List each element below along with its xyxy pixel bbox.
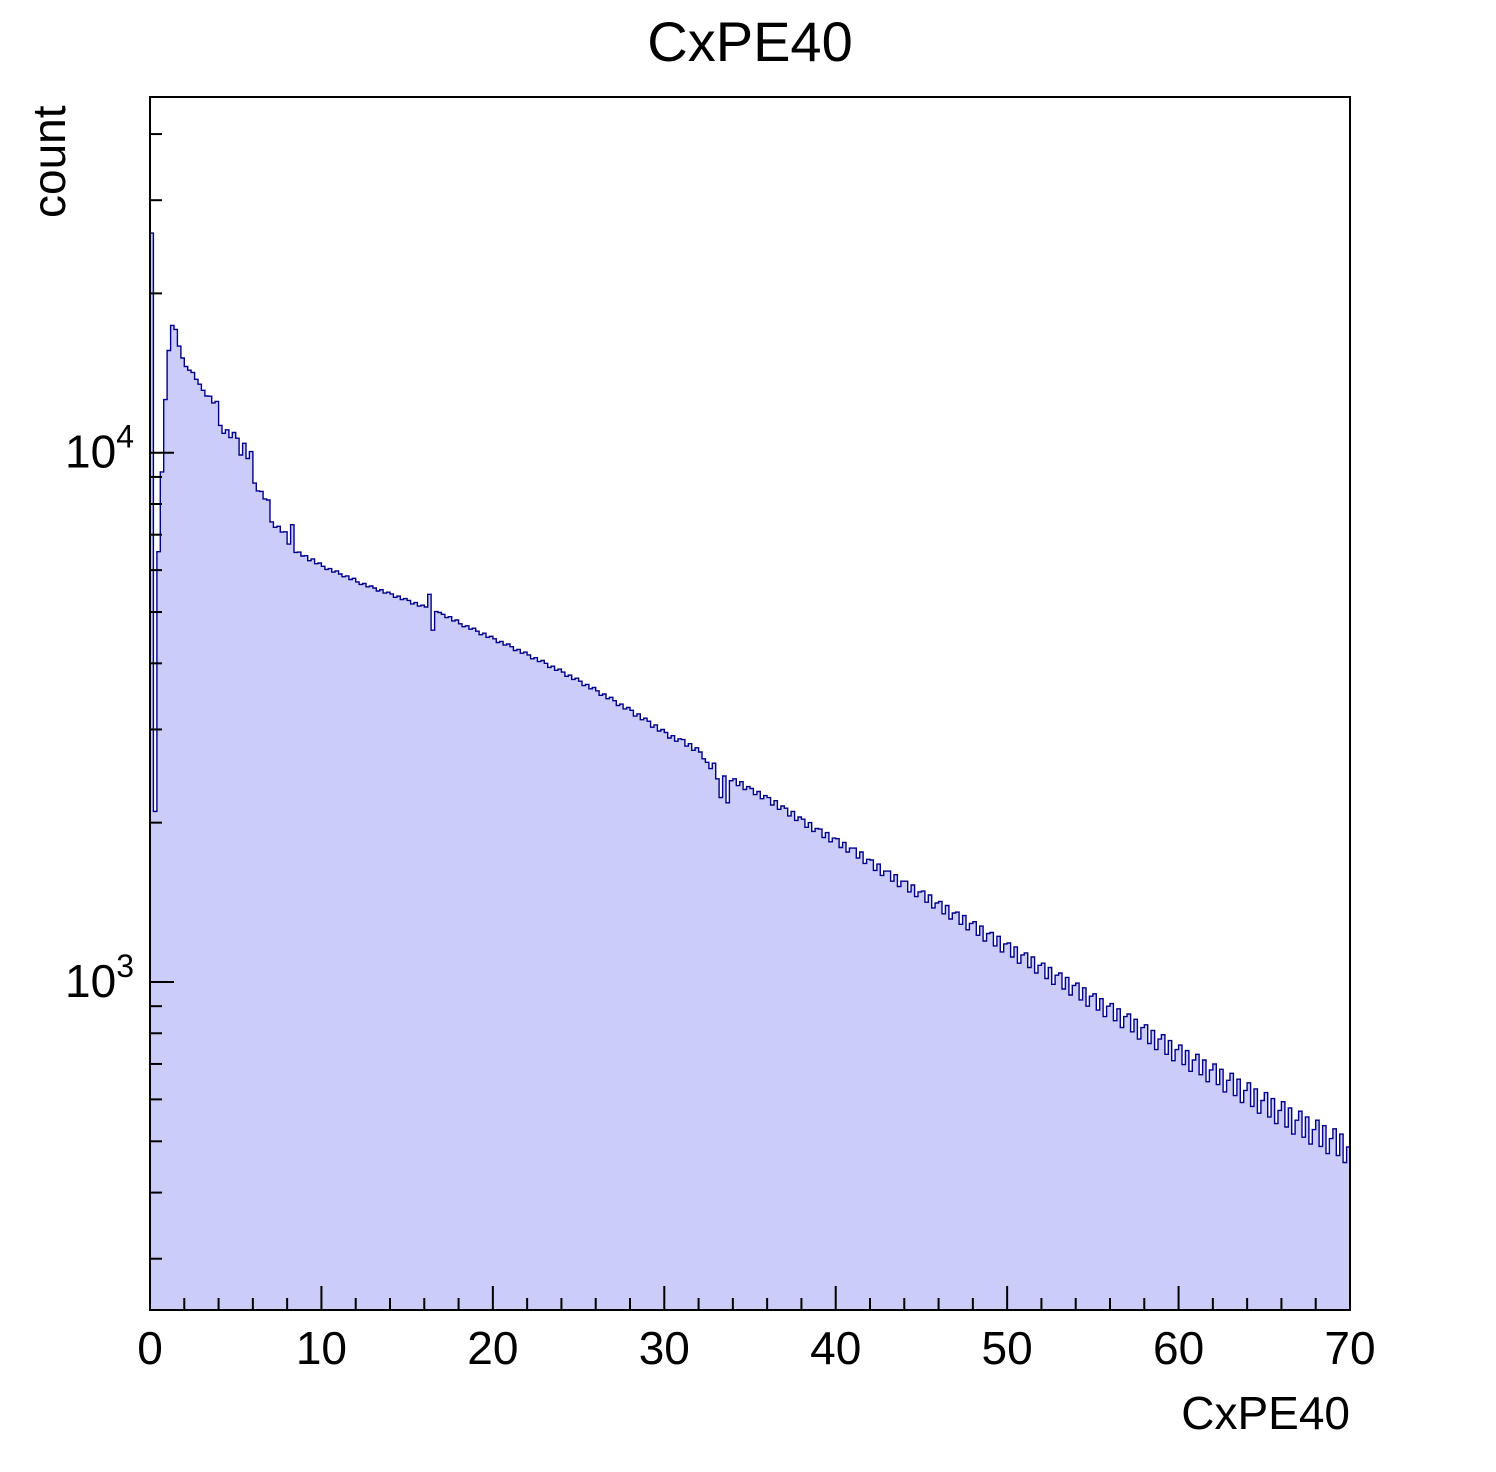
- x-tick-label: 70: [1324, 1322, 1375, 1374]
- x-tick-label: 30: [639, 1322, 690, 1374]
- chart-title: CxPE40: [647, 10, 853, 73]
- y-tick-label: 104: [65, 419, 134, 478]
- x-tick-label: 10: [296, 1322, 347, 1374]
- x-tick-label: 40: [810, 1322, 861, 1374]
- x-tick-label: 0: [137, 1322, 163, 1374]
- x-tick-label: 20: [467, 1322, 518, 1374]
- plot-frame: [149, 96, 1351, 1311]
- x-axis-title: CxPE40: [1181, 1387, 1350, 1439]
- x-tick-label: 50: [982, 1322, 1033, 1374]
- x-tick-label: 60: [1153, 1322, 1204, 1374]
- y-tick-label: 103: [65, 948, 134, 1007]
- histogram-area: [149, 232, 1351, 1311]
